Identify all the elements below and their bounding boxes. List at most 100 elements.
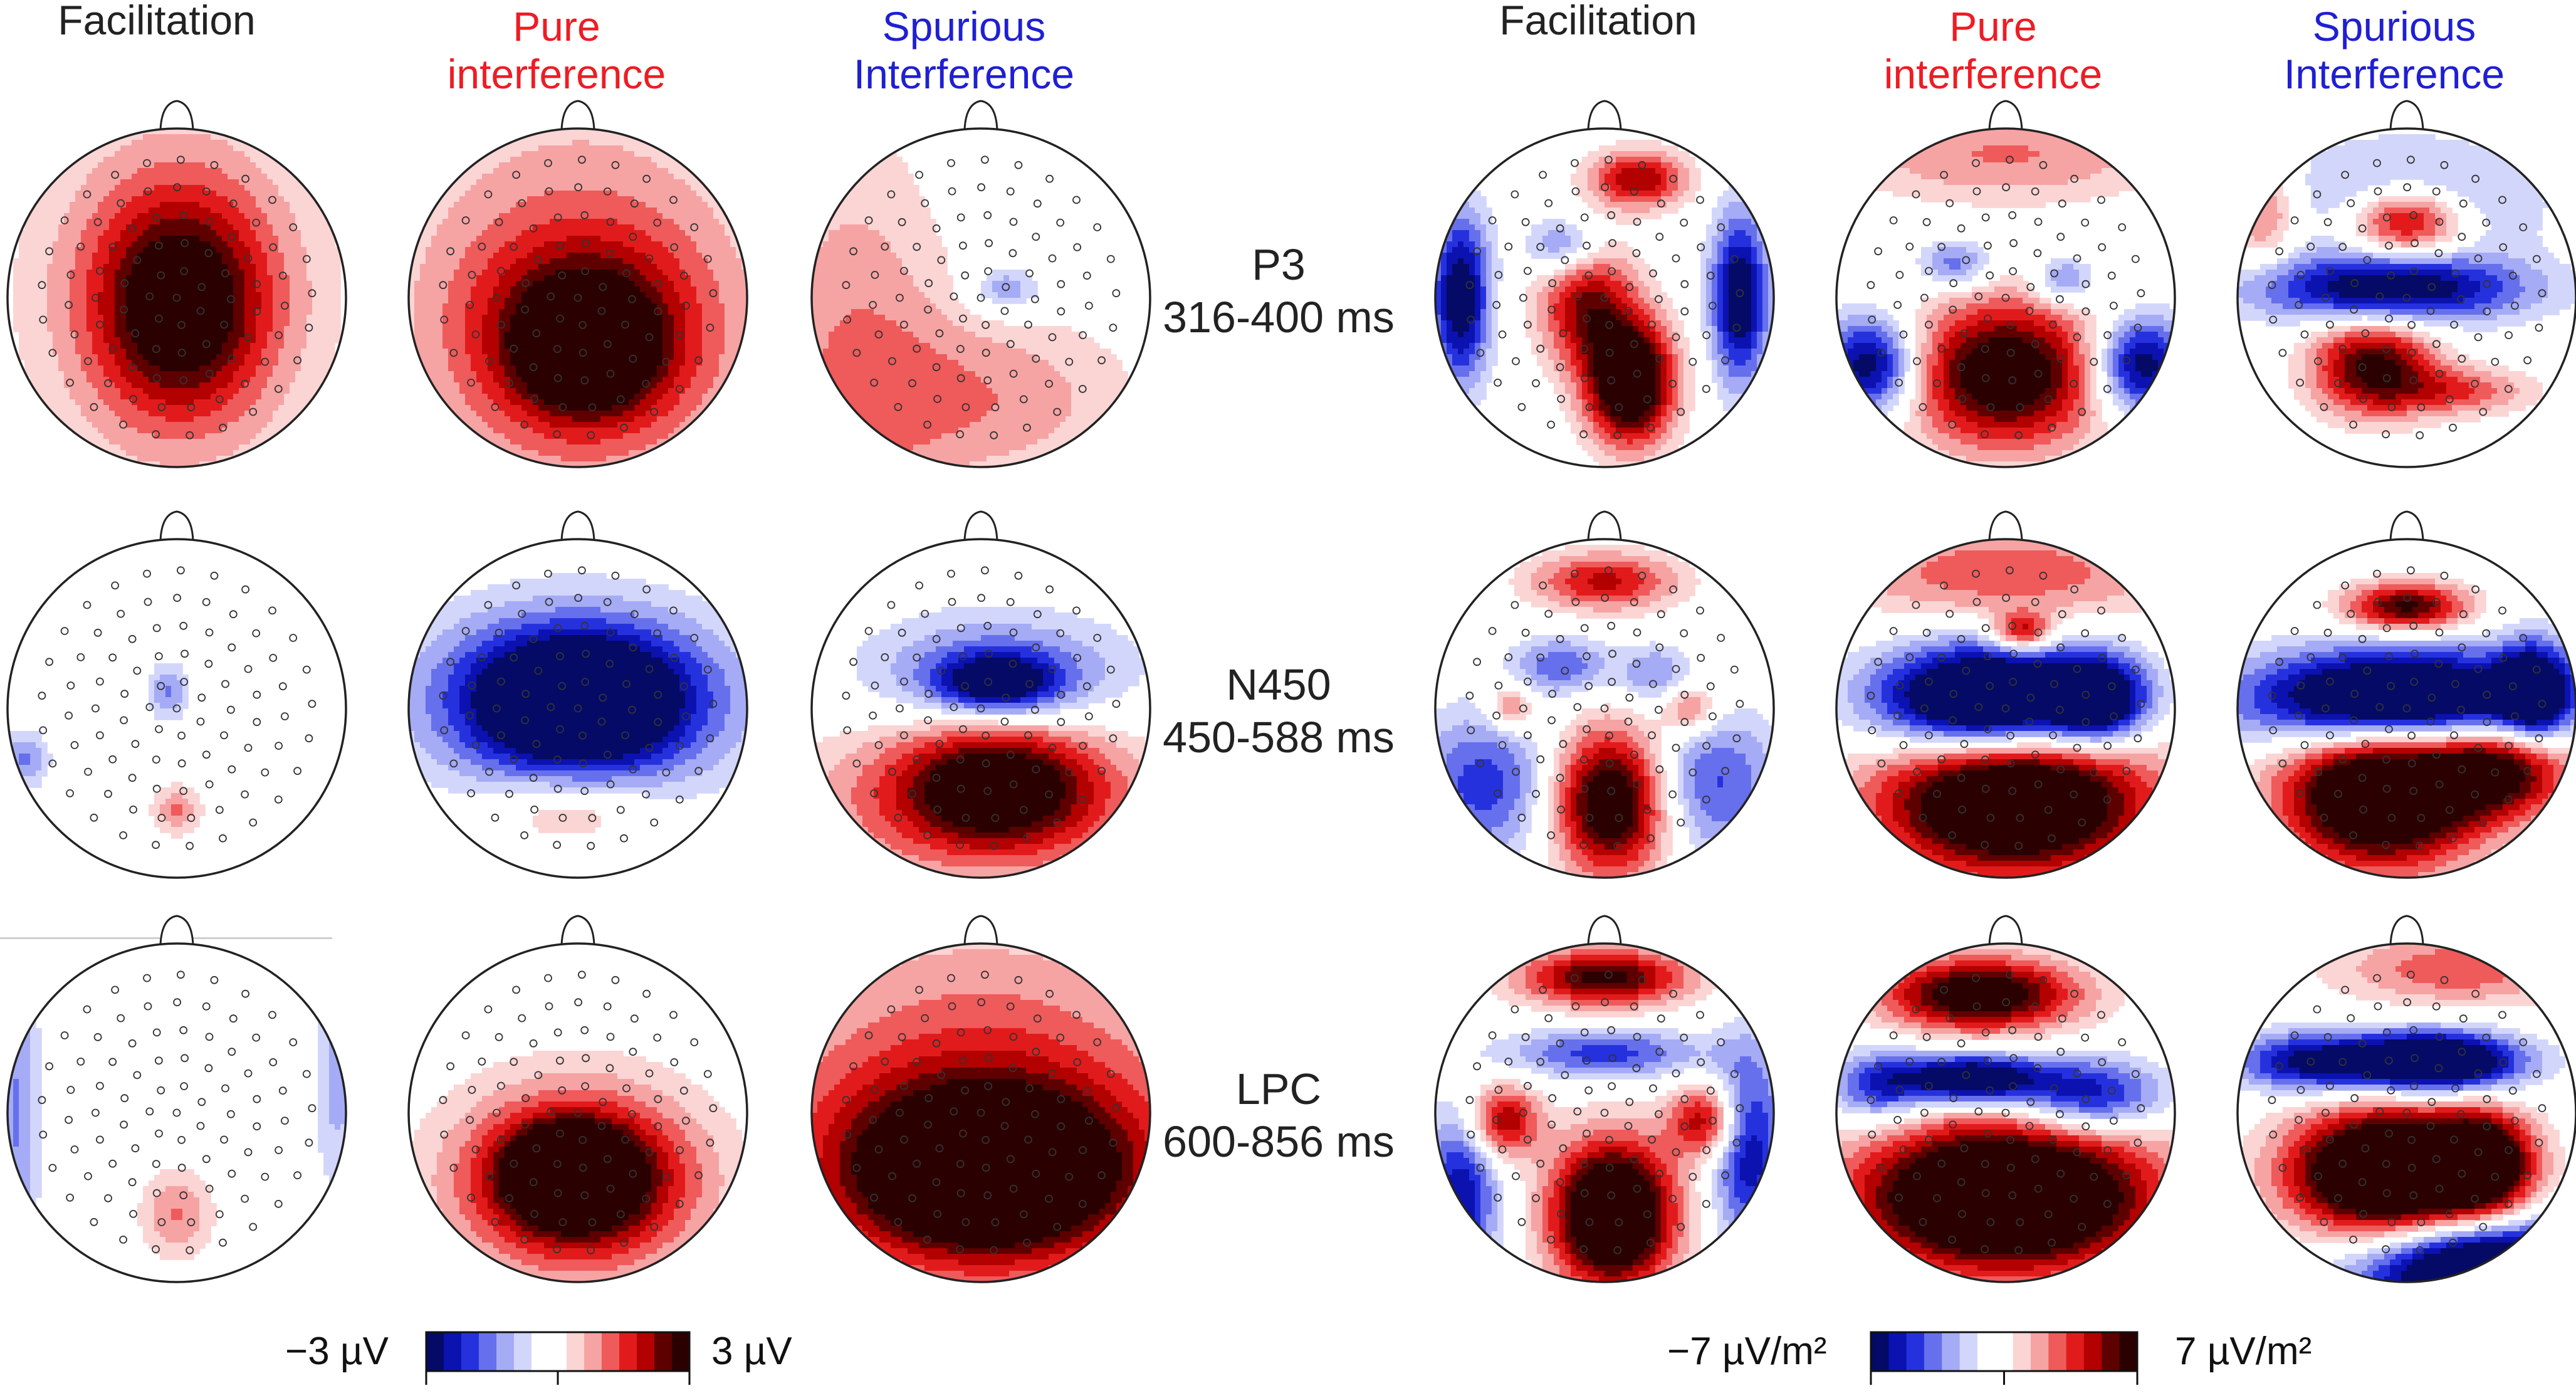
map-cell (482, 213, 488, 219)
map-cell (13, 315, 19, 321)
map-cell (640, 258, 646, 265)
map-cell (651, 157, 657, 163)
map-cell (228, 399, 234, 406)
map-cell (143, 439, 149, 445)
map-cell (81, 315, 87, 321)
map-cell (244, 281, 251, 287)
map-cell (640, 157, 646, 163)
map-cell (13, 320, 19, 327)
map-cell (555, 320, 562, 327)
map-cell (228, 388, 234, 394)
map-cell (149, 422, 155, 428)
map-cell (674, 224, 680, 231)
map-cell (30, 332, 36, 338)
map-cell (36, 332, 42, 338)
map-cell (584, 332, 590, 338)
map-cell (550, 236, 556, 242)
map-cell (301, 247, 307, 253)
map-cell (171, 179, 177, 186)
map-cell (228, 365, 234, 372)
map-cell (160, 399, 166, 406)
map-cell (19, 281, 25, 287)
map-cell (86, 444, 93, 451)
map-cell (199, 264, 206, 270)
map-cell (629, 191, 635, 197)
map-cell (612, 236, 618, 242)
map-cell (137, 213, 144, 219)
map-cell (662, 168, 669, 174)
map-cell (64, 343, 70, 349)
map-cell (194, 202, 200, 208)
map-cell (623, 303, 629, 310)
map-cell (149, 371, 155, 377)
map-cell (165, 428, 172, 434)
electrode-marker (202, 187, 211, 196)
map-cell (205, 179, 211, 186)
map-cell (143, 241, 149, 248)
map-cell (70, 315, 76, 321)
map-cell (606, 224, 612, 231)
map-cell (725, 286, 731, 293)
map-cell (86, 360, 93, 366)
map-cell (171, 371, 177, 377)
map-cell (188, 224, 194, 231)
map-cell (256, 247, 262, 253)
map-cell (662, 309, 669, 315)
map-cell (211, 320, 217, 327)
map-cell (527, 241, 533, 248)
map-cell (120, 264, 127, 270)
map-cell (30, 360, 36, 366)
map-cell (589, 258, 595, 265)
map-cell (182, 179, 189, 186)
map-cell (306, 202, 313, 208)
map-cell (109, 140, 115, 146)
map-cell (75, 247, 81, 253)
map-cell (561, 309, 567, 315)
map-cell (143, 219, 149, 225)
map-cell (256, 388, 262, 394)
map-cell (646, 326, 652, 332)
map-cell (572, 219, 579, 225)
electrode-marker (274, 385, 283, 393)
header-csd-spurious-interference: Spurious Interference (2219, 3, 2570, 98)
map-cell (211, 309, 217, 315)
electrode-marker (226, 295, 235, 303)
map-cell (696, 236, 703, 242)
map-cell (691, 326, 697, 332)
map-cell (584, 219, 590, 225)
map-cell (426, 303, 432, 310)
map-cell (177, 258, 183, 265)
map-cell (244, 236, 251, 242)
map-cell (584, 236, 590, 242)
map-cell (295, 185, 301, 191)
map-cell (98, 270, 104, 276)
map-cell (267, 191, 273, 197)
map-cell (578, 236, 584, 242)
map-cell (465, 286, 471, 293)
map-cell (640, 281, 646, 287)
map-cell (267, 394, 273, 400)
map-cell (719, 258, 725, 265)
map-cell (165, 422, 172, 428)
map-cell (505, 151, 511, 157)
map-cell (442, 208, 449, 214)
map-cell (329, 303, 335, 310)
map-cell (482, 196, 488, 202)
map-cell (719, 253, 725, 259)
map-cell (239, 247, 245, 253)
map-cell (657, 168, 663, 174)
map-cell (120, 286, 127, 293)
map-cell (137, 349, 144, 355)
map-cell (160, 371, 166, 377)
map-cell (222, 354, 228, 360)
map-cell (233, 315, 239, 321)
map-cell (606, 281, 612, 287)
map-cell (719, 247, 725, 253)
map-cell (595, 174, 601, 180)
map-cell (696, 213, 703, 219)
map-cell (171, 382, 177, 389)
map-cell (132, 286, 138, 293)
map-cell (668, 309, 674, 315)
map-cell (533, 303, 539, 310)
map-cell (567, 281, 573, 287)
